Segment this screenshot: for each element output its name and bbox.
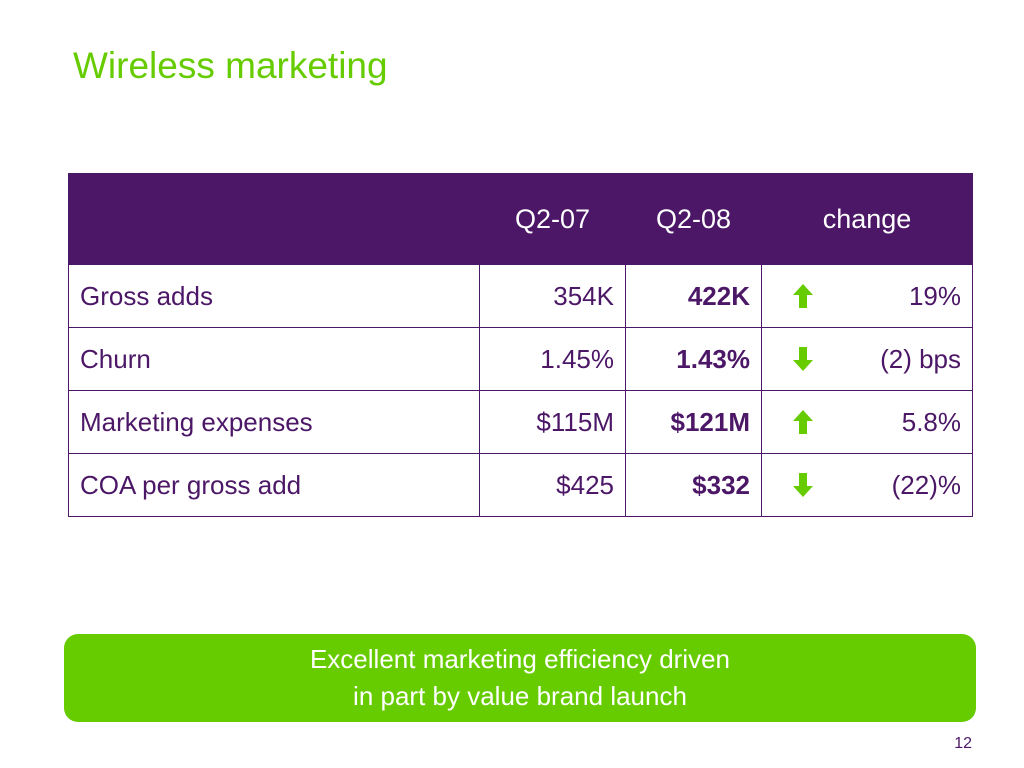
change-value: 19% (908, 280, 961, 311)
down-arrow-icon (793, 347, 813, 371)
q2-07-value: 1.45% (479, 327, 626, 391)
up-arrow-icon (793, 410, 813, 434)
table-row: Marketing expenses $115M $121M 5.8% (68, 390, 973, 454)
header-q2-07: Q2-07 (479, 173, 626, 265)
header-metric (68, 173, 480, 265)
table-header-row: Q2-07 Q2-08 change (68, 173, 973, 265)
q2-07-value: $115M (479, 390, 626, 454)
q2-07-value: 354K (479, 264, 626, 328)
metrics-table: Q2-07 Q2-08 change Gross adds 354K 422K … (68, 173, 973, 517)
up-arrow-icon (793, 284, 813, 308)
callout-line-2: in part by value brand launch (353, 681, 687, 711)
metric-label: Marketing expenses (68, 390, 480, 454)
q2-08-value: $332 (625, 453, 762, 517)
change-cell: 19% (761, 264, 973, 328)
page-number: 12 (954, 735, 972, 752)
header-q2-08: Q2-08 (625, 173, 762, 265)
page-title: Wireless marketing (73, 45, 388, 86)
metrics-table-container: Q2-07 Q2-08 change Gross adds 354K 422K … (68, 173, 973, 517)
callout-line-1: Excellent marketing efficiency driven (309, 644, 731, 675)
header-change: change (761, 173, 973, 265)
callout-box: Excellent marketing efficiency driven in… (64, 634, 976, 722)
q2-08-value: 422K (625, 264, 762, 328)
change-cell: 5.8% (761, 390, 973, 454)
metric-label: Churn (68, 327, 480, 391)
q2-07-value: $425 (479, 453, 626, 517)
table-row: Churn 1.45% 1.43% (2) bps (68, 327, 973, 391)
metric-label: COA per gross add (68, 453, 480, 517)
change-cell: (2) bps (761, 327, 973, 391)
change-value: 5.8% (901, 406, 961, 437)
change-value: (2) bps (880, 343, 961, 374)
q2-08-value: $121M (625, 390, 762, 454)
table-row: COA per gross add $425 $332 (22)% (68, 453, 973, 517)
change-cell: (22)% (761, 453, 973, 517)
q2-08-value: 1.43% (625, 327, 762, 391)
down-arrow-icon (793, 473, 813, 497)
change-value: (22)% (891, 469, 961, 500)
metric-label: Gross adds (68, 264, 480, 328)
table-row: Gross adds 354K 422K 19% (68, 264, 973, 328)
